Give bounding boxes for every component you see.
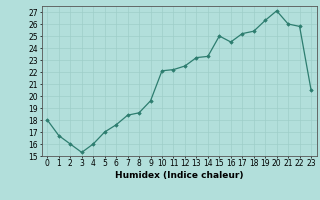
X-axis label: Humidex (Indice chaleur): Humidex (Indice chaleur) xyxy=(115,171,244,180)
